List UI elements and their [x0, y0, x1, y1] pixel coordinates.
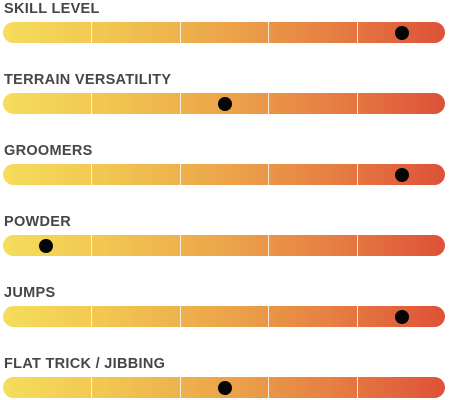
rating-label: SKILL LEVEL	[4, 1, 100, 17]
rating-label: POWDER	[4, 214, 72, 230]
scale-divider	[268, 164, 270, 185]
scale-divider	[179, 377, 181, 398]
rating-label: GROOMERS	[4, 143, 93, 159]
scale-divider	[356, 164, 358, 185]
rating-label: FLAT TRICK / JIBBING	[4, 356, 166, 372]
scale-divider	[91, 377, 93, 398]
rating-marker	[38, 239, 53, 253]
scale-divider	[179, 306, 181, 327]
scale-divider	[356, 235, 358, 256]
scale-divider	[268, 22, 270, 43]
scale-divider	[268, 377, 270, 398]
scale-divider	[356, 93, 358, 114]
scale-divider	[268, 306, 270, 327]
scale-divider	[356, 306, 358, 327]
scale-divider	[179, 164, 181, 185]
rating-marker	[394, 310, 409, 324]
scale-divider	[91, 306, 93, 327]
rating-marker	[394, 26, 409, 40]
rating-marker	[394, 168, 409, 182]
rating-track	[3, 306, 445, 327]
scale-divider	[179, 22, 181, 43]
rating-track	[3, 164, 445, 185]
rating-marker	[217, 381, 232, 395]
scale-divider	[268, 235, 270, 256]
scale-divider	[91, 93, 93, 114]
rating-track	[3, 235, 445, 256]
scale-divider	[91, 235, 93, 256]
scale-divider	[356, 377, 358, 398]
scale-divider	[179, 93, 181, 114]
rating-label: TERRAIN VERSATILITY	[4, 72, 172, 88]
scale-divider	[179, 235, 181, 256]
scale-divider	[91, 164, 93, 185]
scale-divider	[268, 93, 270, 114]
scale-divider	[91, 22, 93, 43]
rating-label: JUMPS	[4, 285, 56, 301]
scale-divider	[356, 22, 358, 43]
rating-track	[3, 22, 445, 43]
rating-marker	[217, 97, 232, 111]
